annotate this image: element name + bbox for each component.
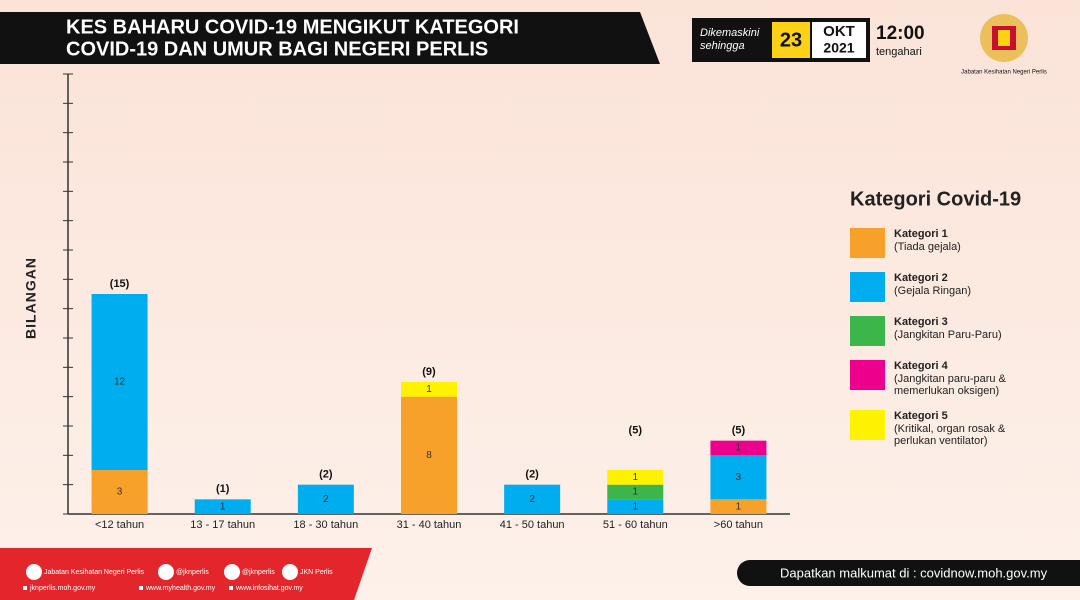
x-tick-label: >60 tahun bbox=[714, 519, 763, 531]
total-label: (9) bbox=[422, 366, 436, 378]
bar-segment bbox=[504, 484, 561, 514]
legend-description: perlukan ventilator) bbox=[894, 435, 988, 447]
legend-swatch bbox=[850, 410, 885, 440]
site-url: www.myhealth.gov.my bbox=[145, 585, 216, 592]
social-handle: @jknperlis bbox=[176, 569, 209, 576]
total-label: (2) bbox=[525, 469, 539, 481]
social-icon bbox=[282, 564, 298, 580]
bar-segment bbox=[607, 470, 664, 485]
chart-title: COVID-19 DAN UMUR BAGI NEGERI PERLIS bbox=[66, 38, 488, 60]
legend-label: Kategori 5 bbox=[894, 410, 948, 422]
x-tick-label: 13 - 17 tahun bbox=[190, 519, 255, 531]
bar-segment bbox=[91, 470, 148, 514]
site-bullet bbox=[23, 586, 27, 590]
segment-label: 1 bbox=[633, 472, 639, 483]
bar-segment bbox=[297, 484, 354, 514]
legend-label: Kategori 2 bbox=[894, 272, 948, 284]
crest bbox=[980, 14, 1028, 62]
x-tick-label: 31 - 40 tahun bbox=[397, 519, 462, 531]
social-icon bbox=[26, 564, 42, 580]
bar-segment bbox=[710, 499, 767, 514]
site-url: www.infosihat.gov.my bbox=[235, 585, 303, 592]
legend-label: Kategori 4 bbox=[894, 360, 949, 372]
site-bullet bbox=[139, 586, 143, 590]
time: 12:00 bbox=[876, 23, 925, 44]
social-handle: JKN Perlis bbox=[300, 569, 333, 576]
legend-label: Kategori 1 bbox=[894, 228, 948, 240]
agency: Jabatan Kesihatan Negeri Perlis bbox=[961, 70, 1047, 76]
segment-label: 1 bbox=[633, 487, 639, 498]
segment-label: 1 bbox=[426, 384, 432, 395]
legend-title: Kategori Covid-19 bbox=[850, 188, 1021, 210]
legend-description: (Tiada gejala) bbox=[894, 241, 961, 253]
title-banner bbox=[0, 12, 660, 64]
x-tick-label: 41 - 50 tahun bbox=[500, 519, 565, 531]
segment-label: 3 bbox=[117, 487, 123, 498]
site-url: jknperlis.moh.gov.my bbox=[29, 585, 96, 592]
social-handle: @jknperlis bbox=[242, 569, 275, 576]
total-label: (2) bbox=[319, 469, 333, 481]
legend-description: memerlukan oksigen) bbox=[894, 385, 999, 397]
total-label: (15) bbox=[110, 278, 130, 290]
segment-label: 2 bbox=[529, 494, 535, 505]
x-tick-label: <12 tahun bbox=[95, 519, 144, 531]
legend-swatch bbox=[850, 360, 885, 390]
legend-swatch bbox=[850, 272, 885, 302]
legend-label: Kategori 3 bbox=[894, 316, 948, 328]
legend-swatch bbox=[850, 228, 885, 258]
bar-segment bbox=[401, 396, 457, 514]
legend-description: (Gejala Ringan) bbox=[894, 285, 971, 297]
bar-segment bbox=[401, 382, 457, 397]
x-tick-label: 18 - 30 tahun bbox=[293, 519, 358, 531]
y-axis-label: BILANGAN bbox=[23, 257, 39, 339]
info-text: Dapatkan malkumat di : covidnow.moh.gov.… bbox=[780, 565, 1048, 580]
legend-swatch bbox=[850, 316, 885, 346]
bar-segment bbox=[710, 440, 767, 456]
total-label: (1) bbox=[216, 483, 230, 495]
segment-label: 1 bbox=[736, 501, 742, 512]
segment-label: 1 bbox=[736, 443, 742, 454]
x-tick-label: 51 - 60 tahun bbox=[603, 519, 668, 531]
chart-title: KES BAHARU COVID-19 MENGIKUT KATEGORI bbox=[66, 16, 519, 38]
bar-segment bbox=[607, 484, 664, 500]
month: OKT bbox=[823, 23, 855, 40]
segment-label: 1 bbox=[633, 501, 639, 512]
total-label: (5) bbox=[629, 425, 643, 437]
total-label: (5) bbox=[732, 425, 746, 437]
bar-segment bbox=[194, 499, 251, 514]
social-icon bbox=[158, 564, 174, 580]
period: tengahari bbox=[876, 46, 922, 58]
social-handle: Jabatan Kesihatan Negeri Perlis bbox=[44, 569, 145, 576]
legend-description: (Kritikal, organ rosak & bbox=[894, 423, 1006, 435]
segment-label: 8 bbox=[426, 450, 432, 461]
segment-label: 12 bbox=[114, 377, 126, 388]
day-box bbox=[772, 22, 810, 58]
day: 23 bbox=[780, 29, 802, 51]
year: 2021 bbox=[823, 40, 854, 56]
segment-label: 1 bbox=[220, 501, 226, 512]
social-icon bbox=[224, 564, 240, 580]
legend-description: (Jangkitan Paru-Paru) bbox=[894, 329, 1002, 341]
bar-segment bbox=[710, 455, 767, 500]
updated-label: sehingga bbox=[700, 40, 745, 52]
site-bullet bbox=[229, 586, 233, 590]
segment-label: 3 bbox=[736, 472, 742, 483]
segment-label: 2 bbox=[323, 494, 329, 505]
bar-segment bbox=[607, 499, 664, 514]
month-box bbox=[812, 22, 866, 58]
legend-description: (Jangkitan paru-paru & bbox=[894, 373, 1007, 385]
bar-segment bbox=[91, 294, 148, 470]
footer-banner bbox=[0, 548, 372, 600]
info-bar bbox=[737, 560, 1080, 586]
updated-label: Dikemaskini bbox=[700, 27, 760, 39]
